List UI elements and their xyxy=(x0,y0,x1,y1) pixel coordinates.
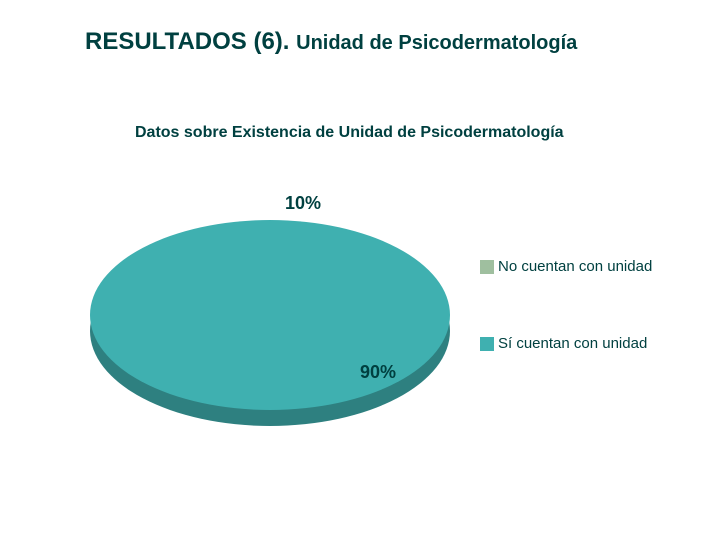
legend-label-0: No cuentan con unidad xyxy=(498,258,652,275)
title-sub: Unidad de Psicodermatología xyxy=(296,32,577,54)
chart-subtitle: Datos sobre Existencia de Unidad de Psic… xyxy=(135,124,564,142)
legend-item-1: Sí cuentan con unidad xyxy=(480,335,652,352)
slice-label-1: 90% xyxy=(360,362,396,383)
legend-swatch-1 xyxy=(480,337,494,351)
pie-chart: 10% 90% xyxy=(90,180,450,440)
legend-item-0: No cuentan con unidad xyxy=(480,258,652,275)
pie-3d: 10% 90% xyxy=(90,180,450,440)
slide: RESULTADOS (6). Unidad de Psicodermatolo… xyxy=(0,0,720,540)
page-title: RESULTADOS (6). Unidad de Psicodermatolo… xyxy=(85,28,577,56)
legend-swatch-0 xyxy=(480,260,494,274)
slice-label-0: 10% xyxy=(285,193,321,214)
title-main: RESULTADOS (6). xyxy=(85,28,289,55)
legend-label-1: Sí cuentan con unidad xyxy=(498,335,647,352)
legend: No cuentan con unidad Sí cuentan con uni… xyxy=(480,258,652,412)
